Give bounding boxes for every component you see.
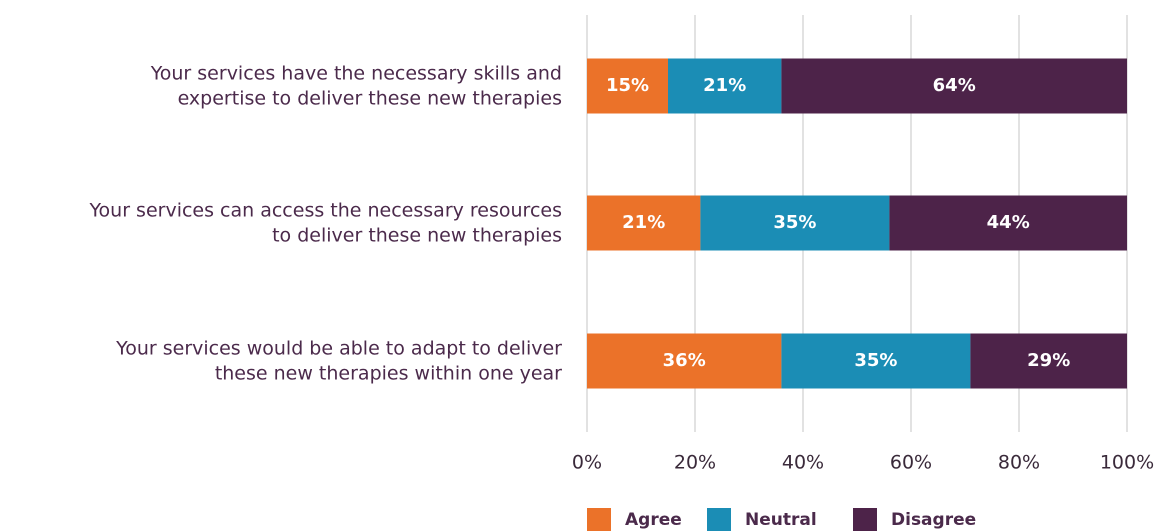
x-tick-label: 60% xyxy=(890,452,932,474)
value-label: 64% xyxy=(933,75,976,96)
value-label: 35% xyxy=(773,212,816,233)
value-label: 21% xyxy=(703,75,746,96)
value-label: 15% xyxy=(606,75,649,96)
legend-swatch xyxy=(853,508,877,531)
x-tick-label: 100% xyxy=(1100,452,1154,474)
value-label: 35% xyxy=(854,350,897,371)
x-tick-label: 20% xyxy=(674,452,716,474)
legend-label: Agree xyxy=(625,510,682,530)
bar-segment xyxy=(587,195,701,251)
value-label: 21% xyxy=(622,212,665,233)
bar-segment xyxy=(970,333,1127,389)
bar-segment xyxy=(700,195,890,251)
bar-segment xyxy=(889,195,1127,251)
bar-segment xyxy=(587,333,782,389)
legend-label: Neutral xyxy=(745,510,817,530)
category-label: expertise to deliver these new therapies xyxy=(178,88,562,110)
legend-swatch xyxy=(707,508,731,531)
category-label: these new therapies within one year xyxy=(215,363,562,385)
bar-segment xyxy=(781,333,971,389)
category-label: Your services can access the necessary r… xyxy=(88,200,562,222)
category-label: to deliver these new therapies xyxy=(272,225,562,247)
category-label: Your services would be able to adapt to … xyxy=(115,338,562,360)
bar-segment xyxy=(668,58,782,114)
legend-swatch xyxy=(587,508,611,531)
value-label: 29% xyxy=(1027,350,1070,371)
x-tick-label: 0% xyxy=(572,452,602,474)
legend-label: Disagree xyxy=(891,510,976,530)
value-label: 44% xyxy=(987,212,1030,233)
bar-segment xyxy=(781,58,1127,114)
x-tick-label: 80% xyxy=(998,452,1040,474)
bar-segment xyxy=(587,58,668,114)
x-tick-label: 40% xyxy=(782,452,824,474)
value-label: 36% xyxy=(663,350,706,371)
category-label: Your services have the necessary skills … xyxy=(150,63,562,85)
